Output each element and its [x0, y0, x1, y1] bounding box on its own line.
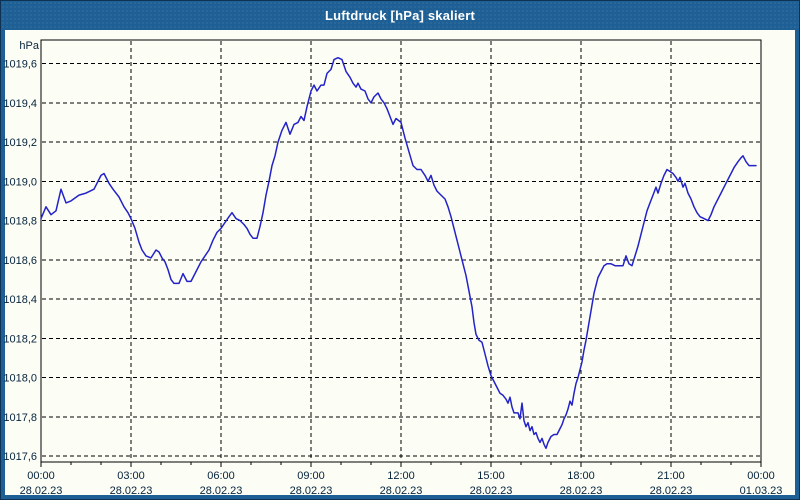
- x-tick-date-label: 28.02.23: [470, 485, 513, 497]
- y-tick-label: 1017,8: [3, 412, 37, 424]
- y-tick-label: 1018,6: [3, 255, 37, 267]
- x-tick-date-label: 28.02.23: [380, 485, 423, 497]
- x-tick-date-label: 28.02.23: [110, 485, 153, 497]
- x-tick-time-label: 18:00: [567, 470, 595, 482]
- x-tick-time-label: 12:00: [387, 470, 415, 482]
- x-tick-time-label: 00:00: [747, 470, 775, 482]
- y-tick-label: 1018,0: [3, 373, 37, 385]
- y-axis-unit-label: hPa: [19, 40, 39, 52]
- x-tick-time-label: 00:00: [27, 470, 55, 482]
- x-tick-date-label: 28.02.23: [200, 485, 243, 497]
- x-tick-date-label: 28.02.23: [650, 485, 693, 497]
- y-tick-label: 1018,8: [3, 216, 37, 228]
- x-tick-date-label: 01.03.23: [740, 485, 783, 497]
- x-tick-time-label: 09:00: [297, 470, 325, 482]
- x-tick-time-label: 15:00: [477, 470, 505, 482]
- y-tick-label: 1018,4: [3, 294, 37, 306]
- y-tick-label: 1017,6: [3, 451, 37, 463]
- y-tick-label: 1019,4: [3, 98, 37, 110]
- x-tick-time-label: 06:00: [207, 470, 235, 482]
- x-tick-time-label: 03:00: [117, 470, 145, 482]
- y-tick-label: 1019,6: [3, 59, 37, 71]
- x-tick-time-label: 21:00: [657, 470, 685, 482]
- window-title: Luftdruck [hPa] skaliert: [325, 7, 475, 23]
- y-tick-label: 1019,2: [3, 137, 37, 149]
- window-title-bar: Luftdruck [hPa] skaliert: [1, 1, 799, 29]
- pressure-series-line: [40, 56, 757, 450]
- y-tick-label: 1019,0: [3, 176, 37, 188]
- y-tick-label: 1018,2: [3, 333, 37, 345]
- x-tick-date-label: 28.02.23: [290, 485, 333, 497]
- x-tick-date-label: 28.02.23: [560, 485, 603, 497]
- x-tick-date-label: 28.02.23: [20, 485, 63, 497]
